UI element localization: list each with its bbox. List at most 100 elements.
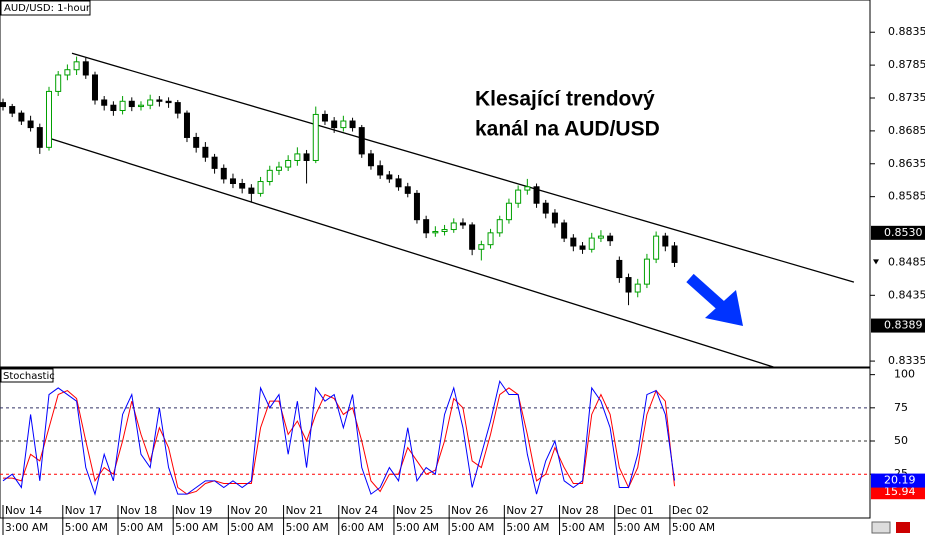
- candle-body: [413, 192, 420, 221]
- candle-body: [349, 120, 356, 129]
- candle-body: [367, 153, 374, 167]
- stochastic-line: [2, 380, 676, 496]
- candle-body: [165, 100, 172, 104]
- candle-body: [395, 178, 402, 188]
- y-tick-label: 0.8435: [888, 288, 925, 301]
- x-tick-time: 5:00 AM: [175, 522, 218, 534]
- candle-body: [643, 258, 650, 285]
- candle-body: [478, 244, 485, 250]
- x-tick-label: Nov 17: [65, 505, 102, 517]
- price-marker: [871, 318, 925, 333]
- x-tick-label: Nov 25: [396, 505, 433, 517]
- x-tick-time: 5:00 AM: [65, 522, 108, 534]
- y-tick-label: 75: [894, 401, 908, 414]
- candle-body: [36, 127, 43, 148]
- candle-body: [570, 237, 577, 247]
- y-tick-label: 0.8735: [888, 91, 925, 104]
- candle-body: [211, 156, 218, 169]
- candle-body: [386, 174, 393, 180]
- candle-body: [257, 181, 264, 194]
- value-box: [871, 485, 925, 500]
- x-tick-time: 5:00 AM: [286, 522, 329, 534]
- candle-body: [275, 166, 282, 171]
- candle-body: [321, 113, 328, 122]
- candle-body: [239, 183, 246, 189]
- corner-icons: [871, 521, 910, 534]
- candle-body: [202, 146, 209, 158]
- x-tick-time: 5:00 AM: [562, 522, 605, 534]
- x-tick-time: 5:00 AM: [230, 522, 273, 534]
- candle-body: [551, 212, 558, 224]
- candle-body: [561, 222, 568, 239]
- candle-body: [423, 219, 430, 234]
- x-tick-label: Nov 27: [506, 505, 543, 517]
- y-tick-label: 0.8685: [888, 124, 925, 137]
- candle-body: [303, 153, 310, 161]
- candle-body: [358, 127, 365, 155]
- x-tick-label: Nov 20: [230, 505, 267, 517]
- trend-line: [48, 137, 774, 367]
- candle-body: [101, 99, 108, 106]
- candle-body: [27, 120, 34, 129]
- y-tick-label: 0.8635: [888, 157, 925, 170]
- y-tick-label: 50: [894, 434, 908, 447]
- candle-body: [45, 90, 52, 148]
- value-box: [871, 473, 925, 488]
- chart-title: AUD/USD: 1-hour: [4, 3, 91, 14]
- x-tick-label: Dec 01: [617, 505, 654, 517]
- current-price-arrow: [873, 259, 879, 265]
- candle-body: [248, 187, 255, 194]
- x-tick-label: Nov 18: [120, 505, 157, 517]
- candle-body: [487, 232, 494, 246]
- candle-body: [266, 169, 273, 183]
- candle-body: [459, 222, 466, 226]
- candle-body: [285, 159, 292, 168]
- candle-body: [469, 224, 476, 250]
- y-tick-label: 100: [894, 368, 915, 381]
- candle-body: [542, 202, 549, 214]
- candle-body: [662, 235, 669, 247]
- x-tick-time: 5:00 AM: [396, 522, 439, 534]
- candle-body: [505, 202, 512, 221]
- trend-line: [71, 52, 855, 283]
- price-marker-label: 0.8530: [884, 226, 923, 239]
- candle-body: [625, 277, 632, 293]
- candle-body: [91, 74, 98, 101]
- candle-body: [616, 259, 623, 279]
- candle-body: [496, 219, 503, 234]
- annotation: kanál na AUD/USD: [475, 118, 660, 141]
- candle-body: [18, 112, 25, 122]
- annotation: Klesající trendový: [475, 88, 655, 111]
- main-plot: [0, 52, 855, 367]
- candle-body: [331, 120, 338, 129]
- candle-body: [579, 245, 586, 250]
- candle-body: [110, 104, 117, 111]
- candle-body: [588, 237, 595, 250]
- candle-body: [634, 283, 641, 293]
- x-tick-time: 6:00 AM: [341, 522, 384, 534]
- y-tick-label: 0.8335: [888, 354, 925, 367]
- candle-body: [119, 100, 126, 111]
- y-tick-label: 0.8785: [888, 58, 925, 71]
- candle-body: [220, 167, 227, 180]
- current-price-label: 0.8485: [888, 255, 925, 268]
- candle-body: [533, 186, 540, 204]
- y-tick-label: 0.8585: [888, 190, 925, 203]
- price-marker-label: 0.8389: [884, 319, 923, 332]
- x-tick-time: 5:00 AM: [617, 522, 660, 534]
- stochastic-title: Stochastic: [3, 371, 55, 382]
- candle-body: [671, 245, 678, 263]
- candle-body: [64, 69, 71, 76]
- stoch-title-box: [0, 368, 54, 383]
- candle-body: [229, 178, 236, 184]
- y-tick-label: 0.8835: [888, 25, 925, 38]
- x-tick-time: 5:00 AM: [120, 522, 163, 534]
- x-tick-label: Nov 21: [286, 505, 323, 517]
- candle-body: [73, 61, 80, 71]
- candle-body: [312, 113, 319, 161]
- candle-body: [174, 102, 181, 114]
- candle-body: [9, 106, 16, 114]
- x-tick-time: 5:00 AM: [506, 522, 549, 534]
- candle-body: [597, 235, 604, 239]
